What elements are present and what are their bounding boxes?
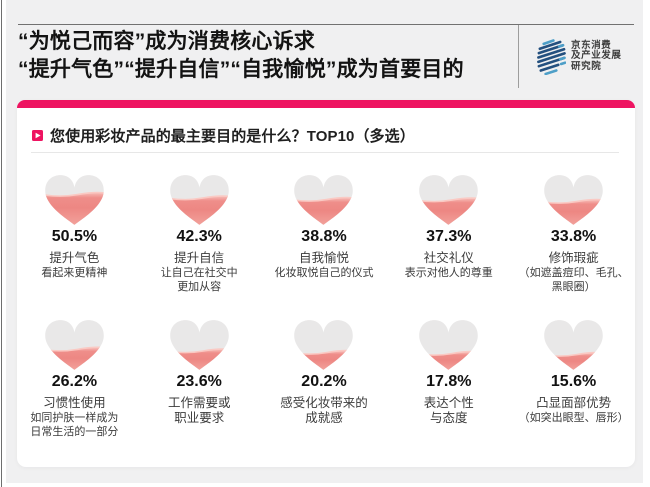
heart-gauge-icon bbox=[45, 319, 104, 370]
item-value: 23.6% bbox=[176, 372, 222, 390]
item-label-line: 自我愉悦 bbox=[298, 250, 349, 265]
question-divider-line bbox=[31, 152, 619, 153]
title-line-2: “提升气色”“提升自信”“自我愉悦”成为首要目的 bbox=[18, 58, 464, 81]
jd-logo-stripes-icon bbox=[537, 39, 566, 75]
chart-item-6: 26.2% 习惯性使用 如同护肤一样成为 日常生活的一部分 bbox=[12, 316, 137, 440]
chart-item-1: 50.5% 提升气色 看起来更精神 bbox=[12, 171, 137, 295]
gray-panel: “为悦己而容”成为消费核心诉求 “提升气色”“提升自信”“自我愉悦”成为首要目的 bbox=[6, 0, 643, 483]
heart-gauge-icon bbox=[294, 319, 354, 370]
item-label-line: 凸显面部优势 bbox=[536, 395, 612, 410]
item-value: 38.8% bbox=[301, 227, 347, 245]
item-value: 15.6% bbox=[550, 372, 597, 390]
card-accent-bar bbox=[17, 100, 635, 108]
left-edge-line bbox=[1, 0, 2, 487]
heart-gauge-icon bbox=[419, 174, 479, 225]
item-sublabel-line: 如同护肤一样成为 bbox=[30, 411, 119, 424]
page-title: “为悦己而容”成为消费核心诉求 “提升气色”“提升自信”“自我愉悦”成为首要目的 bbox=[18, 28, 464, 84]
chart-item-4: 37.3% 社交礼仪 表示对他人的尊重 bbox=[386, 171, 511, 295]
hearts-row-1: 50.5% 提升气色 看起来更精神 42.3% 提升自信 让自己在社交中 更加从容 38.8%… bbox=[12, 171, 636, 295]
item-label: 工作需要或 职业要求 bbox=[168, 390, 231, 426]
item-value: 17.8% bbox=[426, 372, 472, 390]
item-label-line: 修饰瑕疵 bbox=[548, 250, 599, 265]
item-sublabel-line: 让自己在社交中 bbox=[160, 266, 238, 279]
logo-org-line-3: 研究院 bbox=[571, 60, 602, 72]
logo-org-name: 京东消费 及产业发展 研究院 bbox=[571, 40, 622, 72]
item-label: 提升气色 看起来更精神 bbox=[41, 245, 107, 281]
item-label: 凸显面部优势 （如突出眼型、唇形） bbox=[519, 390, 629, 426]
item-sublabel-line: 看起来更精神 bbox=[41, 266, 108, 279]
heart-gauge-icon bbox=[544, 319, 603, 370]
item-sublabel-line: 黑眼圈） bbox=[551, 281, 596, 293]
item-label-line: 表达个性 bbox=[423, 395, 474, 410]
item-sublabel-line: 化妆取悦自己的仪式 bbox=[274, 266, 374, 279]
chart-item-7: 23.6% 工作需要或 职业要求 bbox=[137, 316, 262, 440]
item-label-line: 习惯性使用 bbox=[43, 395, 106, 410]
item-label-line: 工作需要或 bbox=[167, 395, 231, 410]
item-value: 33.8% bbox=[550, 227, 597, 245]
heart-gauge-icon bbox=[169, 319, 229, 370]
title-line-1: “为悦己而容”成为消费核心诉求 bbox=[18, 30, 315, 53]
heart-gauge-icon bbox=[419, 319, 479, 370]
item-label-line: 与态度 bbox=[430, 410, 468, 425]
heart-gauge-icon bbox=[169, 174, 229, 225]
item-label-line: 成就感 bbox=[305, 410, 343, 425]
chart-item-8: 20.2% 感受化妆带来的 成就感 bbox=[262, 316, 387, 440]
heart-gauge-icon bbox=[544, 174, 603, 225]
chart-item-3: 38.8% 自我愉悦 化妆取悦自己的仪式 bbox=[262, 171, 387, 295]
item-sublabel-line: （如遮盖痘印、毛孔、 bbox=[518, 266, 629, 279]
item-label: 社交礼仪 表示对他人的尊重 bbox=[405, 245, 493, 281]
item-value: 26.2% bbox=[51, 372, 98, 390]
item-value: 20.2% bbox=[301, 372, 347, 390]
chart-card: 您使用彩妆产品的最主要目的是什么？TOP10（多选） 50.5% 提升气色 看起来更… bbox=[17, 100, 635, 467]
item-label-line: 职业要求 bbox=[174, 410, 225, 425]
item-label: 自我愉悦 化妆取悦自己的仪式 bbox=[274, 245, 373, 281]
chart-item-5: 33.8% 修饰瑕疵 （如遮盖痘印、毛孔、 黑眼圈） bbox=[511, 171, 636, 295]
item-value: 50.5% bbox=[51, 227, 98, 245]
header-top-rule bbox=[18, 24, 634, 25]
logo-divider-line bbox=[518, 25, 519, 88]
item-sublabel-line: 更加从容 bbox=[177, 281, 222, 293]
logo-org-line-1: 京东消费 bbox=[571, 40, 612, 51]
heart-gauge-icon bbox=[294, 174, 354, 225]
item-label: 提升自信 让自己在社交中 更加从容 bbox=[161, 245, 238, 295]
chart-item-10: 15.6% 凸显面部优势 （如突出眼型、唇形） bbox=[511, 316, 636, 440]
item-label: 感受化妆带来的 成就感 bbox=[280, 390, 368, 426]
item-label: 习惯性使用 如同护肤一样成为 日常生活的一部分 bbox=[30, 390, 118, 440]
play-bullet-icon bbox=[32, 130, 43, 141]
item-label-line: 提升自信 bbox=[174, 250, 225, 265]
item-label: 表达个性 与态度 bbox=[424, 390, 474, 426]
item-value: 42.3% bbox=[176, 227, 222, 245]
item-label: 修饰瑕疵 （如遮盖痘印、毛孔、 黑眼圈） bbox=[519, 245, 629, 295]
question-text: 您使用彩妆产品的最主要目的是什么？TOP10（多选） bbox=[50, 128, 415, 145]
item-label-line: 提升气色 bbox=[49, 250, 100, 265]
logo-org-line-2: 及产业发展 bbox=[571, 50, 622, 62]
item-label-line: 社交礼仪 bbox=[423, 250, 474, 265]
chart-item-2: 42.3% 提升自信 让自己在社交中 更加从容 bbox=[137, 171, 262, 295]
question-row: 您使用彩妆产品的最主要目的是什么？TOP10（多选） bbox=[17, 127, 635, 145]
item-sublabel-line: 表示对他人的尊重 bbox=[404, 266, 493, 279]
hearts-row-2: 26.2% 习惯性使用 如同护肤一样成为 日常生活的一部分 23.6% 工作需要或 职业要求… bbox=[12, 316, 636, 440]
jd-institute-logo: 京东消费 及产业发展 研究院 bbox=[535, 38, 622, 75]
item-value: 37.3% bbox=[426, 227, 472, 245]
item-sublabel-line: （如突出眼型、唇形） bbox=[518, 411, 629, 424]
chart-item-9: 17.8% 表达个性 与态度 bbox=[386, 316, 511, 440]
item-sublabel-line: 日常生活的一部分 bbox=[30, 426, 119, 438]
item-label-line: 感受化妆带来的 bbox=[280, 395, 368, 410]
heart-gauge-icon bbox=[45, 174, 104, 225]
